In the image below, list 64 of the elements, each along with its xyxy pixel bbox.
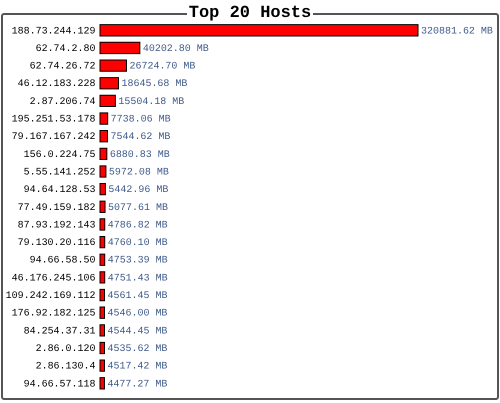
- y-tick-label: 84.254.37.31: [24, 325, 96, 336]
- bar: [100, 218, 106, 231]
- bar: [100, 271, 106, 284]
- bar: [100, 200, 106, 213]
- data-label: 4544.45 MB: [108, 325, 168, 336]
- bar: [100, 130, 108, 142]
- bar: [100, 236, 106, 248]
- data-label: 7544.62 MB: [110, 131, 170, 142]
- data-label: 5442.96 MB: [108, 184, 168, 196]
- data-label: 4753.39 MB: [108, 254, 168, 266]
- data-label: 18645.68 MB: [121, 78, 188, 90]
- y-tick-label: 46.12.183.228: [18, 78, 96, 90]
- bar: [100, 377, 105, 390]
- y-tick-label: 62.74.26.72: [30, 60, 96, 72]
- bar: [100, 254, 106, 266]
- bar: [100, 165, 106, 178]
- bar: [100, 306, 106, 319]
- data-label: 4561.45 MB: [108, 290, 168, 302]
- data-label: 4760.10 MB: [108, 237, 168, 248]
- y-tick-label: 77.49.159.182: [18, 202, 96, 213]
- y-tick-label: 46.176.245.106: [12, 272, 96, 284]
- data-label: 6880.83 MB: [110, 148, 170, 160]
- y-tick-label: 188.73.244.129: [12, 25, 96, 36]
- bar: [100, 24, 418, 36]
- bar: [100, 342, 105, 354]
- y-tick-label: 5.55.141.252: [24, 166, 96, 178]
- bar: [100, 77, 119, 90]
- y-tick-label: 94.64.128.53: [24, 184, 96, 196]
- y-tick-label: 62.74.2.80: [36, 42, 96, 54]
- y-tick-label: 79.130.20.116: [18, 237, 96, 248]
- data-label: 40202.80 MB: [142, 42, 209, 54]
- data-label: 15504.18 MB: [118, 96, 184, 107]
- y-tick-label: 2.86.130.4: [36, 360, 96, 372]
- chart-title: Top 20 Hosts: [188, 4, 312, 23]
- y-tick-label: 79.167.167.242: [12, 131, 96, 142]
- data-label: 4546.00 MB: [108, 308, 168, 319]
- bar: [100, 148, 108, 160]
- bar: [100, 59, 127, 72]
- y-tick-label: 94.66.57.118: [24, 378, 96, 390]
- bar: [100, 42, 140, 54]
- data-label: 5972.08 MB: [108, 166, 169, 178]
- data-label: 4477.27 MB: [107, 378, 168, 390]
- y-tick-label: 195.251.53.178: [12, 114, 96, 125]
- y-tick-label: 87.93.192.143: [18, 219, 96, 230]
- data-label: 4535.62 MB: [107, 343, 168, 354]
- y-tick-label: 2.86.0.120: [36, 343, 96, 354]
- y-tick-label: 2.87.206.74: [30, 96, 96, 107]
- bar: [100, 112, 108, 125]
- data-label: 4786.82 MB: [108, 219, 168, 230]
- bar: [100, 94, 116, 108]
- bar: [100, 183, 106, 196]
- data-label: 4751.43 MB: [108, 272, 168, 284]
- data-label: 4517.42 MB: [107, 360, 168, 372]
- bar: [100, 288, 106, 302]
- bar: [100, 360, 105, 372]
- data-label: 5077.61 MB: [108, 202, 168, 213]
- y-tick-label: 176.92.182.125: [12, 308, 96, 319]
- y-tick-label: 94.66.58.50: [30, 254, 96, 266]
- data-label: 26724.70 MB: [129, 60, 196, 72]
- data-label: 7738.06 MB: [110, 114, 171, 125]
- y-tick-label: 109.242.169.112: [6, 290, 96, 302]
- bar: [100, 324, 106, 336]
- data-label: 320881.62 MB: [420, 25, 493, 36]
- y-tick-label: 156.0.224.75: [24, 148, 96, 160]
